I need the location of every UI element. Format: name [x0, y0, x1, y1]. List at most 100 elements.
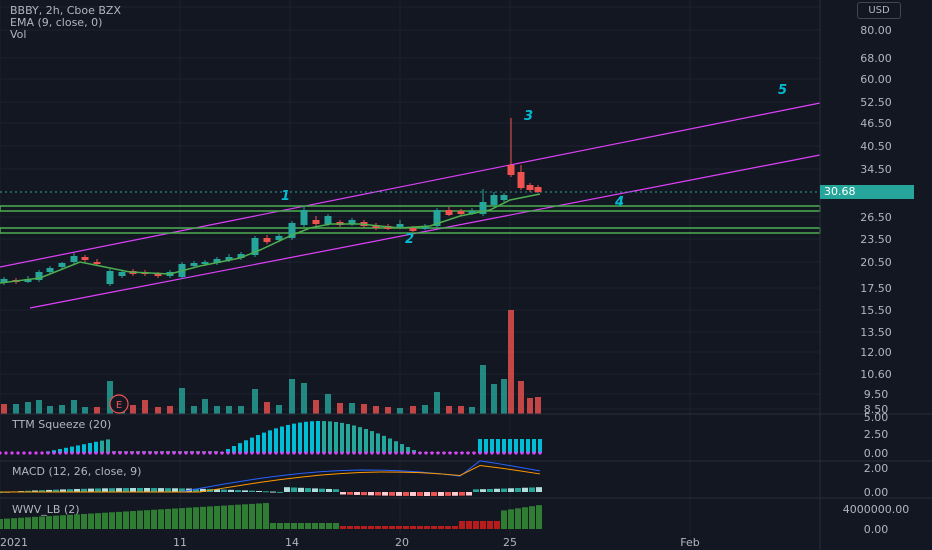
ttm-bar	[352, 425, 356, 453]
candle-body	[396, 224, 404, 227]
ema-line	[0, 193, 541, 284]
candle-body	[312, 220, 320, 224]
time-axis-label: 14	[285, 536, 299, 549]
ttm-dot	[124, 451, 128, 455]
candle-body	[118, 272, 126, 276]
channel-upper-line[interactable]	[0, 102, 821, 268]
wave-label-5[interactable]: 5	[778, 83, 788, 98]
volume-bar	[301, 383, 307, 414]
ttm-dot	[112, 451, 116, 455]
volume-bar	[446, 406, 452, 414]
macd-bar	[501, 488, 507, 492]
symbol-title[interactable]: BBBY, 2h, Cboe BZX	[10, 4, 121, 17]
ttm-dot	[490, 451, 494, 455]
candle-body	[445, 210, 453, 215]
ttm-dot	[238, 451, 242, 455]
pane-axis-tick: 2.00	[864, 462, 889, 475]
wwv-bar	[242, 504, 248, 529]
price-axis-tick: 80.00	[860, 24, 892, 37]
macd-bar	[452, 492, 458, 496]
price-axis-tick: 10.60	[860, 368, 892, 381]
candle-body	[106, 271, 114, 284]
ttm-dot	[178, 451, 182, 455]
wwv-bar	[277, 523, 283, 529]
grid	[0, 0, 820, 535]
macd-bar	[340, 492, 346, 495]
ttm-dot	[310, 451, 314, 455]
ttm-bar	[478, 439, 482, 453]
ttm-bar	[328, 421, 332, 453]
ema-legend[interactable]: EMA (9, close, 0)	[10, 16, 103, 29]
candle-body	[324, 216, 332, 224]
candle-body	[24, 279, 32, 282]
ttm-dot	[214, 451, 218, 455]
wwv-bar	[319, 523, 325, 529]
ttm-dot	[532, 451, 536, 455]
ttm-bar	[316, 421, 320, 453]
ttm-bar	[382, 435, 386, 453]
ttm-dot	[40, 451, 44, 455]
wwv-bar	[347, 526, 353, 529]
volume-bar	[1, 404, 7, 414]
macd-bar	[249, 490, 255, 492]
pane-axis-tick: 4000000.00	[843, 503, 909, 516]
ttm-bar	[106, 439, 110, 453]
macd-bar	[487, 488, 493, 492]
wave-label-2[interactable]: 2	[405, 232, 415, 247]
signal-line	[0, 465, 541, 493]
wwv-bar	[74, 514, 80, 529]
macd-bar	[333, 489, 339, 492]
price-axis[interactable]: 92.0080.0068.0060.0052.5046.5040.5034.50…	[843, 1, 909, 536]
macd-bar	[81, 488, 87, 492]
macd-bar	[214, 489, 220, 492]
ttm-bar	[268, 430, 272, 453]
wwv-bar	[522, 507, 528, 529]
ttm-dot	[376, 451, 380, 455]
channel-lower-line[interactable]	[29, 154, 821, 309]
wave-label-1[interactable]: 1	[281, 189, 291, 204]
ttm-dot	[472, 451, 476, 455]
volume-bar	[313, 400, 319, 414]
ttm-dot	[454, 451, 458, 455]
wwv-bar	[158, 509, 164, 529]
volume-bar	[289, 379, 295, 414]
macd-pane-title[interactable]: MACD (12, 26, close, 9)	[12, 465, 142, 478]
ttm-bar	[514, 439, 518, 453]
candle-body	[409, 228, 417, 231]
vol-legend[interactable]: Vol	[10, 28, 27, 41]
currency-button[interactable]: USD	[857, 2, 901, 19]
macd-bar	[382, 492, 388, 496]
volume-bar	[36, 400, 42, 414]
wwv-pane-title[interactable]: WWV_LB (2)	[12, 503, 80, 516]
wwv-bar	[32, 516, 38, 529]
ttm-dot	[136, 451, 140, 455]
resistance-zone[interactable]	[0, 205, 821, 212]
ttm-dot	[328, 451, 332, 455]
ttm-bar	[508, 439, 512, 453]
macd-bar	[529, 487, 535, 492]
ttm-dot	[346, 451, 350, 455]
wwv-bar	[354, 526, 360, 529]
macd-bar	[32, 490, 38, 492]
ttm-pane-title[interactable]: TTM Squeeze (20)	[12, 418, 112, 431]
ttm-bar	[358, 427, 362, 453]
ttm-dot	[382, 451, 386, 455]
ttm-bar	[400, 444, 404, 453]
ttm-dot	[262, 451, 266, 455]
wave-label-4[interactable]: 4	[615, 195, 625, 210]
macd-bar	[417, 492, 423, 496]
candle-body	[490, 195, 498, 205]
candle-body	[213, 259, 221, 263]
wwv-bar	[473, 521, 479, 529]
macd-bar	[277, 491, 283, 493]
wwv-bar	[256, 503, 262, 529]
time-axis[interactable]: 2021 11 14 20 25 Feb	[0, 536, 700, 549]
ttm-dot	[322, 451, 326, 455]
volume-bar	[480, 365, 486, 414]
wwv-bar	[361, 526, 367, 529]
macd-bar	[459, 492, 465, 496]
volume-bar	[373, 406, 379, 414]
wave-label-3[interactable]: 3	[524, 109, 534, 124]
earnings-marker[interactable]	[109, 394, 129, 414]
